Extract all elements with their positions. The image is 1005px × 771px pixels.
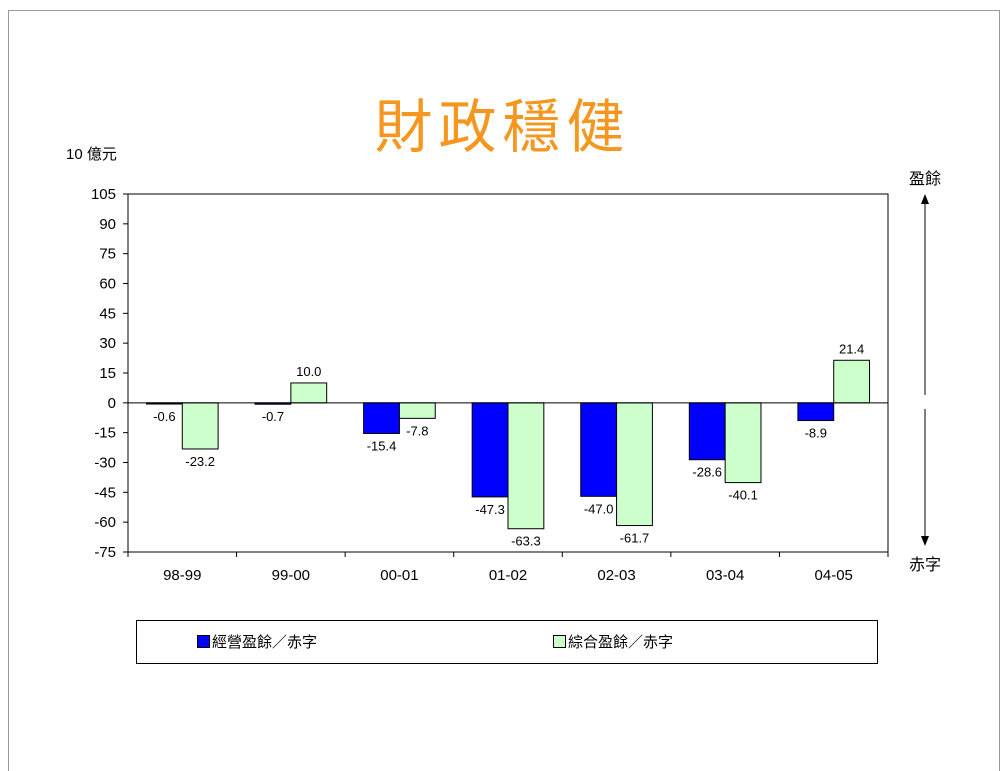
y-tick-label: -60 xyxy=(94,514,116,531)
y-tick-label: 60 xyxy=(99,276,116,293)
y-tick-label: 30 xyxy=(99,335,116,352)
up-arrow-icon xyxy=(921,194,929,204)
bar-consolidated xyxy=(724,402,762,484)
legend-item-consolidated: 綜合盈餘／赤字 xyxy=(553,631,673,652)
data-label: -47.3 xyxy=(475,502,505,517)
slide-frame xyxy=(8,10,1000,771)
data-label: -28.6 xyxy=(692,465,722,480)
chart-title: 財政穩健 xyxy=(374,93,631,161)
data-label: -40.1 xyxy=(728,488,758,503)
data-label: -15.4 xyxy=(367,438,397,453)
deficit-label: 赤字 xyxy=(909,555,941,574)
data-label: -23.2 xyxy=(185,454,215,469)
y-axis-unit-label: 10 億元 xyxy=(66,146,117,163)
down-arrow-icon xyxy=(921,536,929,546)
bar-consolidated xyxy=(290,382,328,404)
bar-consolidated xyxy=(507,402,545,530)
legend-swatch-consolidated xyxy=(553,635,566,648)
y-tick-label: 90 xyxy=(99,216,116,233)
x-tick-label: 01-02 xyxy=(489,567,527,584)
y-tick-label: 0 xyxy=(108,395,116,412)
y-tick-label: -75 xyxy=(94,544,116,561)
legend: 經營盈餘／赤字 綜合盈餘／赤字 xyxy=(136,620,878,664)
data-label: -7.8 xyxy=(406,423,428,438)
bar-consolidated xyxy=(398,402,436,419)
bar-consolidated xyxy=(833,359,871,404)
y-tick-label: 75 xyxy=(99,246,116,263)
y-tick-label: 45 xyxy=(99,305,116,322)
x-tick-label: 04-05 xyxy=(815,567,853,584)
surplus-label: 盈餘 xyxy=(909,169,941,188)
data-label: 21.4 xyxy=(839,341,864,356)
legend-swatch-operating xyxy=(197,635,210,648)
data-label: -0.6 xyxy=(153,409,175,424)
x-tick-label: 00-01 xyxy=(380,567,418,584)
y-tick-label: -30 xyxy=(94,455,116,472)
x-tick-label: 03-04 xyxy=(706,567,744,584)
data-label: -61.7 xyxy=(620,531,650,546)
y-tick-label: -45 xyxy=(94,484,116,501)
bar-consolidated xyxy=(181,402,219,450)
y-tick-label: 105 xyxy=(91,186,116,203)
bar-consolidated xyxy=(616,402,653,527)
bar-operating xyxy=(363,402,400,434)
x-tick-label: 98-99 xyxy=(163,567,201,584)
legend-label-consolidated: 綜合盈餘／赤字 xyxy=(568,634,674,651)
data-label: -0.7 xyxy=(262,409,284,424)
data-label: -47.0 xyxy=(584,501,614,516)
bar-operating xyxy=(471,402,509,498)
bar-operating xyxy=(580,402,618,497)
y-tick-label: -15 xyxy=(94,425,116,442)
data-label: 10.0 xyxy=(296,364,321,379)
x-tick-label: 02-03 xyxy=(597,567,635,584)
data-label: -63.3 xyxy=(511,534,541,549)
y-tick-label: 15 xyxy=(99,365,116,382)
data-label: -8.9 xyxy=(805,426,827,441)
x-tick-label: 99-00 xyxy=(272,567,310,584)
legend-label-operating: 經營盈餘／赤字 xyxy=(212,634,318,651)
bar-operating xyxy=(688,402,726,461)
bar-operating xyxy=(797,402,835,422)
legend-item-operating: 經營盈餘／赤字 xyxy=(197,631,317,652)
